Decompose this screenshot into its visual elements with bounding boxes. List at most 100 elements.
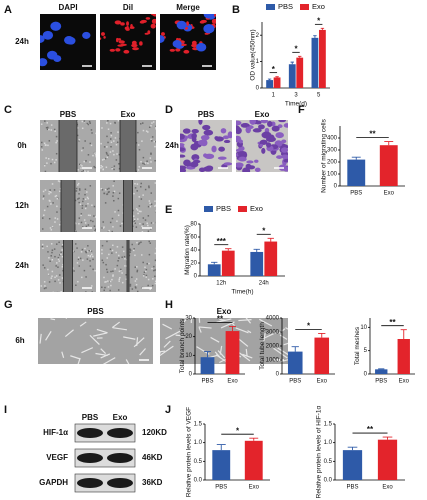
- x-tick-label: Exo: [382, 485, 393, 491]
- texture: [42, 217, 44, 219]
- scratch-gap: [123, 180, 133, 232]
- x-tick-label: PBS: [201, 379, 213, 385]
- dil-stain: [124, 26, 128, 30]
- error-bar: [229, 325, 236, 332]
- tube: [245, 348, 248, 357]
- texture: [108, 253, 110, 256]
- texture: [46, 128, 49, 131]
- texture: [135, 142, 138, 144]
- texture: [61, 244, 64, 246]
- column-label: PBS: [87, 307, 104, 316]
- texture: [116, 141, 119, 144]
- size-label: 46KD: [142, 453, 163, 462]
- texture: [112, 191, 115, 194]
- texture: [80, 167, 82, 169]
- nucleus: [203, 24, 215, 34]
- dil-stain: [199, 20, 205, 24]
- texture: [133, 221, 135, 223]
- texture: [140, 123, 142, 125]
- texture: [110, 145, 112, 148]
- texture: [43, 142, 46, 144]
- texture: [40, 285, 43, 287]
- tube: [81, 347, 94, 354]
- tube: [163, 340, 171, 348]
- texture: [100, 167, 102, 169]
- texture: [78, 201, 80, 204]
- x-tick-label: PBS: [289, 379, 301, 385]
- y-tick-label: 3000: [266, 330, 280, 336]
- cell: [237, 150, 247, 155]
- x-tick-label: Exo: [384, 191, 395, 197]
- texture: [57, 266, 59, 268]
- texture: [56, 291, 59, 292]
- texture: [93, 225, 96, 227]
- texture: [54, 130, 56, 132]
- texture: [117, 131, 119, 133]
- nucleus: [172, 40, 182, 48]
- texture: [83, 219, 86, 221]
- texture: [51, 225, 54, 228]
- texture: [107, 141, 109, 144]
- tube: [50, 318, 56, 321]
- texture: [84, 222, 87, 224]
- texture: [141, 254, 143, 256]
- cell: [238, 156, 247, 162]
- dil-stain: [126, 21, 129, 26]
- y-tick-label: 20: [190, 261, 197, 267]
- texture: [84, 188, 87, 191]
- texture: [91, 291, 94, 292]
- size-label: 120KD: [142, 428, 167, 437]
- bar: [264, 241, 278, 276]
- dil-stain: [123, 49, 130, 54]
- error-bar: [249, 437, 259, 441]
- texture: [81, 226, 84, 228]
- texture: [45, 126, 48, 129]
- texture: [89, 142, 91, 145]
- texture: [137, 212, 139, 215]
- texture: [48, 193, 50, 195]
- texture: [81, 120, 84, 123]
- texture: [61, 277, 64, 279]
- texture: [153, 265, 155, 268]
- nucleus: [176, 20, 187, 30]
- texture: [81, 165, 83, 167]
- micrograph: [180, 120, 232, 172]
- texture: [41, 245, 44, 248]
- cell: [236, 162, 244, 168]
- texture: [54, 280, 56, 283]
- error-bar: [267, 237, 274, 242]
- texture: [134, 254, 136, 257]
- texture: [121, 256, 123, 259]
- cell: [236, 148, 242, 152]
- texture: [145, 268, 148, 271]
- error-bar: [351, 156, 361, 160]
- texture: [155, 247, 156, 250]
- texture: [42, 195, 45, 197]
- texture: [154, 182, 156, 184]
- texture: [55, 275, 58, 277]
- bar: [212, 450, 231, 480]
- texture: [116, 153, 118, 155]
- texture: [104, 157, 107, 160]
- texture: [92, 154, 94, 157]
- texture: [43, 164, 46, 167]
- cell: [191, 129, 199, 134]
- texture: [95, 251, 96, 254]
- texture: [87, 123, 89, 126]
- texture: [152, 121, 155, 123]
- texture: [111, 249, 114, 252]
- texture: [40, 146, 43, 148]
- significance-label: *: [262, 226, 266, 235]
- texture: [106, 268, 108, 271]
- texture: [101, 252, 103, 255]
- texture: [85, 205, 87, 207]
- texture: [57, 180, 60, 182]
- tube: [100, 348, 107, 354]
- texture: [142, 194, 144, 196]
- cell: [214, 136, 224, 142]
- texture: [66, 171, 69, 172]
- texture: [154, 280, 156, 283]
- scratch-gap: [120, 120, 136, 172]
- texture: [47, 273, 50, 276]
- texture: [150, 125, 152, 127]
